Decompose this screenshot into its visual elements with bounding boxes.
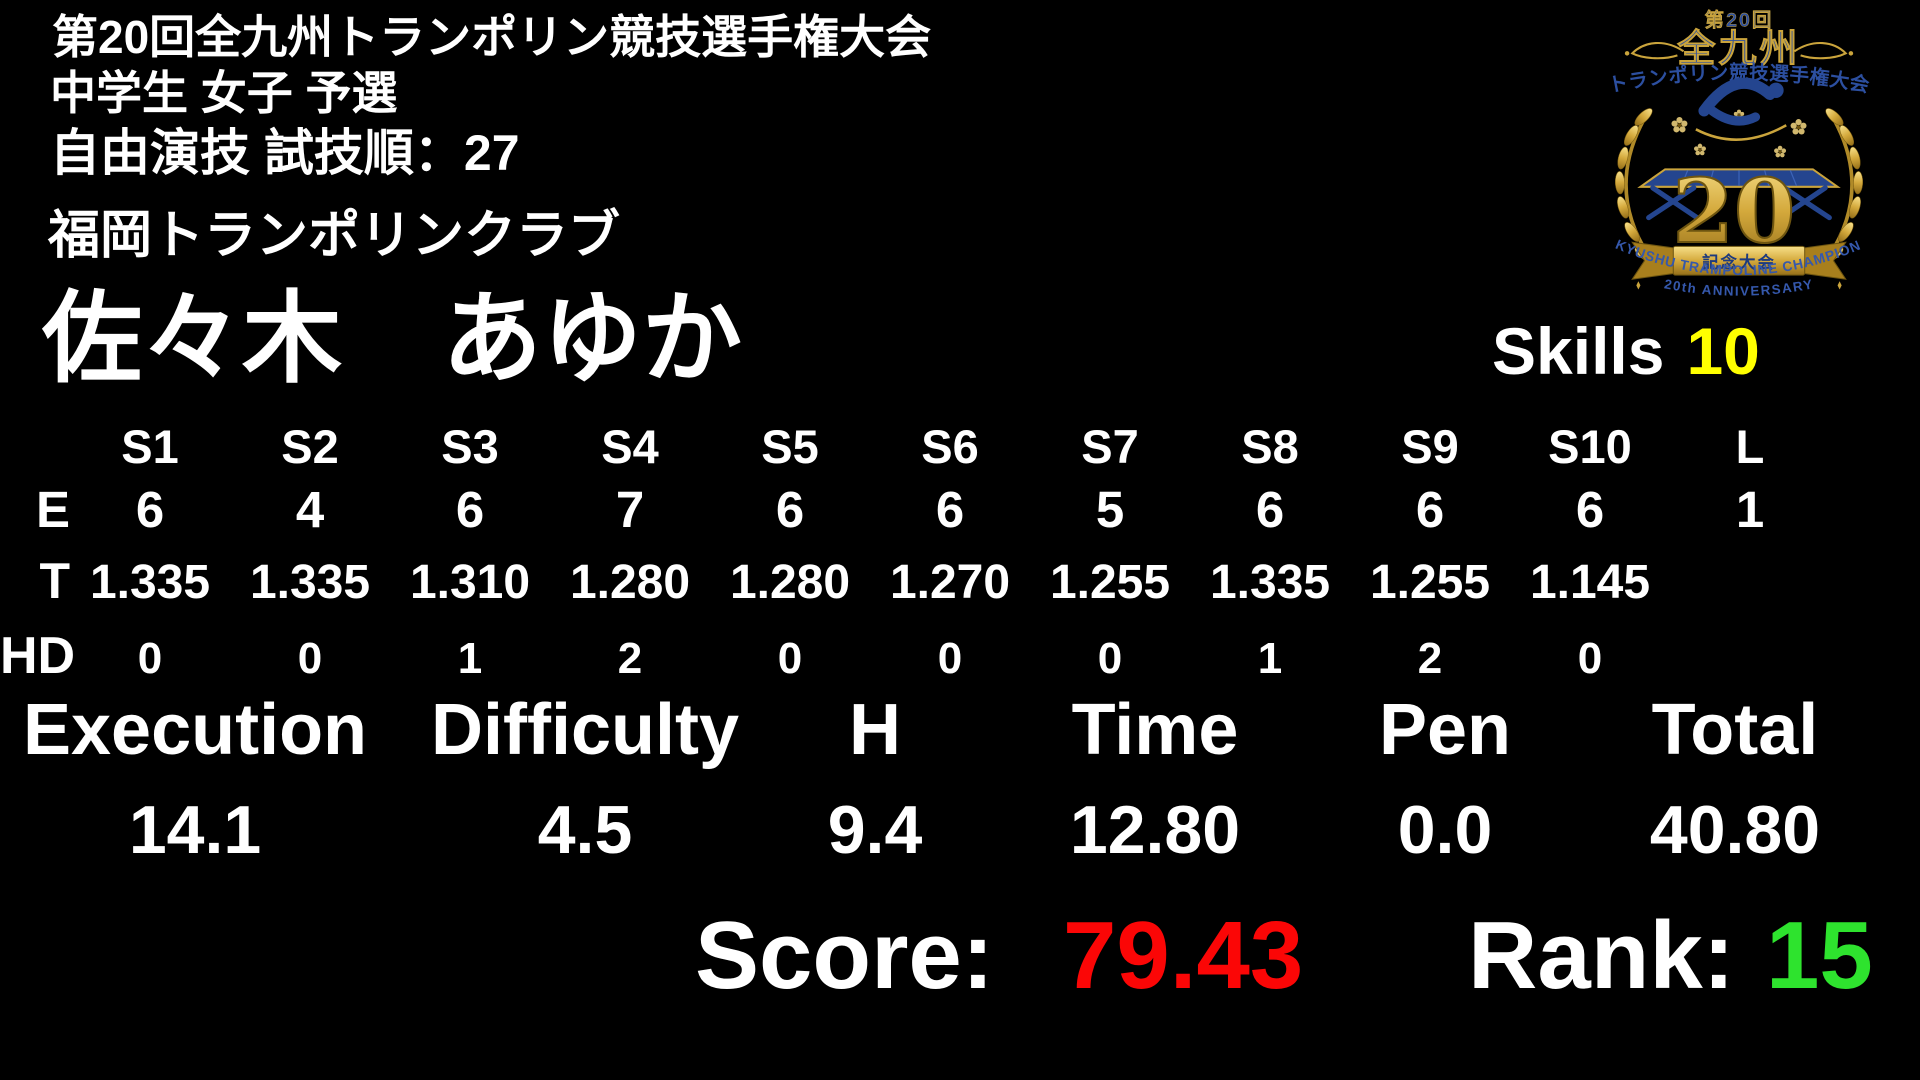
e-value: 1 <box>1735 481 1765 538</box>
hd-value: 0 <box>297 634 323 683</box>
summary-value-total: 40.80 <box>1649 792 1821 868</box>
event-category: 中学生 女子 予選 <box>50 67 398 119</box>
trampoline-icon <box>1637 168 1841 223</box>
t-value: 1.335 <box>249 556 371 609</box>
svg-text:20th ANNIVERSARY: 20th ANNIVERSARY <box>1663 276 1815 298</box>
hd-value: 1 <box>457 634 483 683</box>
championship-logo: 第20回 全九州 トランポリン競技選手権大会 20 記念大会 ALL KYUSH… <box>1580 0 1894 314</box>
logo-ribbon-text: 記念大会 <box>1702 253 1776 272</box>
hd-value: 2 <box>1417 634 1443 683</box>
execution-deductions-row: E 6 4 6 7 6 6 5 6 6 6 1 <box>0 484 1830 535</box>
col-header: S10 <box>1548 420 1632 473</box>
hd-value: 0 <box>1577 634 1603 683</box>
t-value: 1.280 <box>569 556 691 609</box>
row-label-hd: HD <box>0 627 76 685</box>
rank-label: Rank: <box>1468 902 1735 1009</box>
summary-value-time: 12.80 <box>1069 792 1241 868</box>
athlete-name: 佐々木 あゆか <box>42 283 742 395</box>
col-header: S1 <box>121 420 179 473</box>
score-label: Score: <box>695 902 994 1009</box>
e-value: 6 <box>935 481 965 538</box>
logo-edition: 第20回 <box>1705 9 1774 32</box>
event-title: 第20回全九州トランポリン競技選手権大会 <box>52 11 932 63</box>
summary-values-row: 14.1 4.5 9.4 12.80 0.0 40.80 <box>0 796 1920 864</box>
hd-value: 0 <box>937 634 963 683</box>
e-value: 4 <box>295 481 325 538</box>
summary-label-total: Total <box>1651 690 1819 770</box>
flourish-icon <box>1624 42 1854 60</box>
skill-columns-header: S1 S2 S3 S4 S5 S6 S7 S8 S9 S10 L <box>0 423 1830 470</box>
laurel-wreath-icon <box>1614 105 1864 266</box>
hd-value: 1 <box>1257 634 1283 683</box>
summary-label-time: Time <box>1071 690 1239 770</box>
t-value: 1.255 <box>1369 556 1491 609</box>
e-value: 6 <box>1575 481 1605 538</box>
t-value: 1.335 <box>1209 556 1331 609</box>
t-value: 1.270 <box>889 556 1011 609</box>
t-value: 1.255 <box>1049 556 1171 609</box>
e-value: 5 <box>1095 481 1125 538</box>
skills-counter: Skills 10 <box>1492 318 1760 384</box>
summary-label-execution: Execution <box>22 690 368 770</box>
col-header: S3 <box>441 420 499 473</box>
col-header: L <box>1735 420 1765 473</box>
routine-order: 自由演技 試技順：27 <box>50 125 520 181</box>
t-value: 1.280 <box>729 556 851 609</box>
championship-emblem-icon: 第20回 全九州 トランポリン競技選手権大会 20 記念大会 ALL KYUSH… <box>1580 0 1871 299</box>
club-name: 福岡トランポリンクラブ <box>48 207 621 265</box>
summary-value-execution: 14.1 <box>128 792 262 868</box>
row-label-t: T <box>39 553 70 609</box>
e-value: 7 <box>615 481 645 538</box>
col-header: S7 <box>1081 420 1139 473</box>
rank-value: 15 <box>1766 902 1873 1009</box>
t-value: 1.335 <box>89 556 211 609</box>
row-label-e: E <box>35 481 70 538</box>
col-header: S2 <box>281 420 339 473</box>
summary-value-pen: 0.0 <box>1397 792 1493 868</box>
hd-value: 0 <box>1097 634 1123 683</box>
e-value: 6 <box>135 481 165 538</box>
summary-value-difficulty: 4.5 <box>537 792 633 868</box>
e-value: 6 <box>1415 481 1445 538</box>
col-header: S5 <box>761 420 819 473</box>
summary-value-h: 9.4 <box>827 792 923 868</box>
skills-label: Skills <box>1492 314 1665 388</box>
hd-value: 2 <box>617 634 643 683</box>
e-value: 6 <box>455 481 485 538</box>
summary-label-difficulty: Difficulty <box>430 690 739 770</box>
summary-label-h: H <box>849 690 901 770</box>
t-value: 1.310 <box>409 556 531 609</box>
col-header: S6 <box>921 420 979 473</box>
skills-value: 10 <box>1686 314 1760 388</box>
time-of-flight-row: T 1.335 1.335 1.310 1.280 1.280 1.270 1.… <box>0 556 1830 607</box>
logo-anniversary: 20th ANNIVERSARY <box>1663 276 1813 298</box>
e-value: 6 <box>1255 481 1285 538</box>
col-header: S4 <box>601 420 659 473</box>
e-value: 6 <box>775 481 805 538</box>
score-value: 79.43 <box>1063 902 1304 1009</box>
logo-region: 全九州 <box>1676 28 1800 71</box>
col-header: S9 <box>1401 420 1459 473</box>
t-value: 1.145 <box>1529 556 1651 609</box>
ribbon-banner: 記念大会 <box>1631 241 1847 280</box>
gymnast-icon <box>1695 77 1787 141</box>
horizontal-displacement-row: HD 0 0 1 2 0 0 0 1 2 0 <box>0 630 1830 682</box>
hd-value: 0 <box>777 634 803 683</box>
col-header: S8 <box>1241 420 1299 473</box>
summary-label-pen: Pen <box>1378 690 1512 770</box>
summary-labels-row: Execution Difficulty H Time Pen Total <box>0 694 1920 766</box>
hd-value: 0 <box>137 634 163 683</box>
